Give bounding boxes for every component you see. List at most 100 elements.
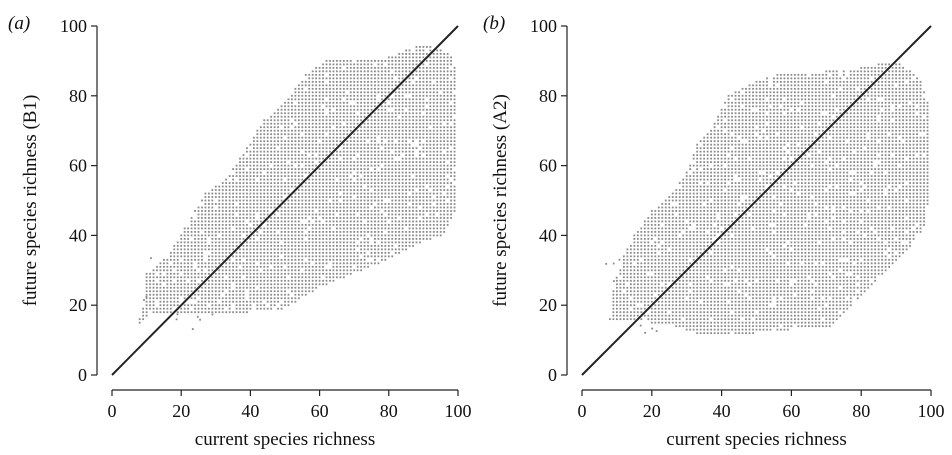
scatter-point [256,251,259,254]
scatter-point [405,122,407,125]
scatter-point [280,265,283,268]
scatter-point [249,210,252,212]
scatter-point [356,217,359,219]
scatter-point [304,262,307,265]
scatter-point [405,147,407,150]
scatter-point [377,182,380,184]
scatter-point [287,258,290,261]
scatter-point [380,241,383,244]
scatter-point [408,56,411,59]
scatter-point [384,189,387,191]
scatter-point [194,210,196,212]
scatter-point [671,237,674,240]
scatter-point [647,224,650,226]
scatter-point [616,290,618,293]
scatter-point [218,255,221,258]
scatter-point [415,161,418,164]
scatter-point [301,178,304,181]
scatter-point [360,136,363,139]
scatter-point [678,251,681,254]
scatter-point [246,234,248,237]
scatter-point [432,206,435,209]
scatter-point [301,171,304,174]
scatter-point [197,224,200,226]
scatter-point [280,175,283,177]
scatter-point [318,210,321,212]
scatter-point [325,189,328,191]
scatter-point [425,112,428,115]
scatter-point [266,157,269,160]
scatter-point [325,175,328,177]
scatter-point [342,269,345,272]
scatter-point [408,143,411,146]
scatter-point [242,220,245,223]
scatter-point [377,126,380,129]
scatter-point [380,224,383,226]
scatter-point [311,178,314,181]
scatter-point [380,220,383,223]
scatter-point [211,196,214,198]
scatter-point [249,297,252,300]
scatter-point [183,276,186,279]
scatter-point [356,262,359,265]
scatter-point [616,314,618,317]
scatter-point [150,257,152,260]
scatter-point [242,196,245,198]
scatter-point [308,101,311,104]
scatter-point [699,199,702,202]
scatter-point [336,255,338,258]
scatter-point [190,241,193,244]
scatter-point [353,154,356,157]
scatter-point [384,185,387,188]
scatter-point [415,217,418,219]
scatter-point [405,112,407,115]
scatter-point [225,251,228,254]
scatter-point [415,210,418,212]
scatter-point [225,227,228,230]
scatter-point [246,251,248,254]
scatter-point [616,283,618,286]
scatter-point [149,290,151,293]
scatter-point [657,314,660,317]
scatter-point [374,248,376,251]
scatter-point [664,199,667,202]
scatter-point [450,196,452,198]
scatter-point [703,304,706,307]
scatter-point [401,178,404,181]
scatter-point [180,283,183,286]
scatter-point [287,108,290,111]
scatter-point [363,150,366,153]
scatter-point [671,279,674,282]
scatter-point [349,203,352,205]
scatter-point [439,143,442,146]
scatter-point [394,237,397,240]
scatter-point [183,290,186,293]
scatter-point [284,101,286,104]
scatter-point [380,60,383,62]
scatter-point [405,91,407,94]
scatter-point [384,217,387,219]
scatter-point [242,283,245,286]
scatter-point [664,269,667,272]
scatter-point [640,269,643,272]
scatter-point [425,147,428,150]
scatter-point [187,276,190,279]
scatter-point [308,286,311,289]
scatter-point [214,255,217,258]
scatter-point [207,206,210,209]
scatter-point [422,108,425,111]
scatter-point [304,203,307,205]
scatter-point [190,290,193,293]
scatter-point [408,161,411,164]
scatter-point [353,140,356,143]
scatter-point [439,182,442,184]
scatter-point [336,231,338,233]
scatter-point [336,136,338,139]
scatter-point [425,224,428,226]
scatter-point [450,98,452,101]
scatter-point [412,94,414,97]
scatter-point [432,112,435,115]
scatter-point [429,63,432,66]
scatter-point [664,258,667,261]
scatter-point [176,269,179,272]
